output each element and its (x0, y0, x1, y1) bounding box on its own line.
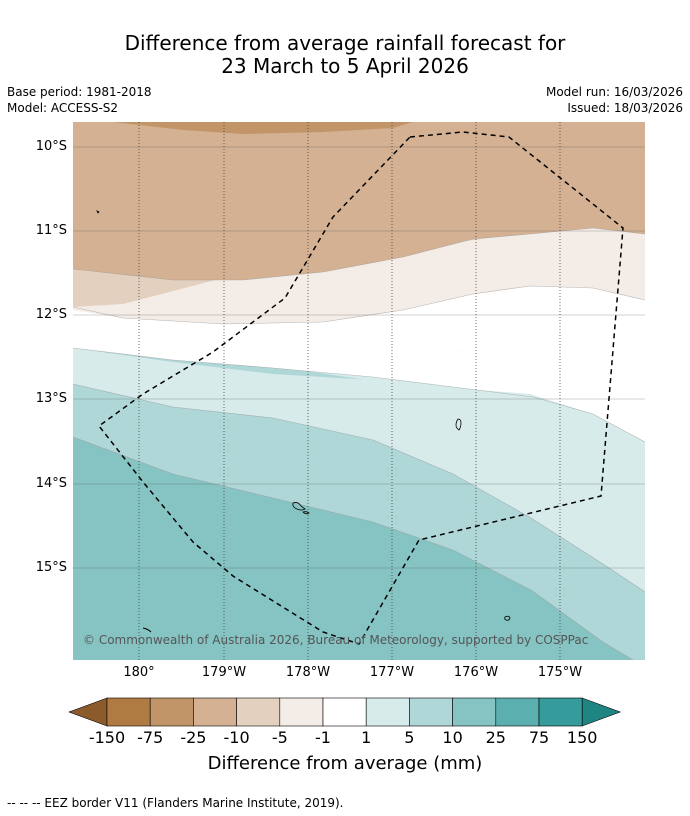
colorbar-tick-label: 25 (485, 728, 506, 747)
lon-label-176w: 176°W (453, 665, 499, 680)
colorbar-segment (365, 697, 410, 727)
band-brown (113, 122, 413, 134)
lat-gridlines (73, 146, 645, 569)
colorbar-tick-label: 75 (528, 728, 550, 747)
eez-legend-footer: -- -- -- EEZ border V11 (Flanders Marine… (7, 796, 344, 810)
colorbar-tick-label: -150 (88, 728, 126, 747)
issued-date: Issued: 18/03/2026 (567, 101, 683, 115)
title-line-1: Difference from average rainfall forecas… (124, 31, 566, 55)
colorbar-tick-label: -75 (137, 728, 164, 747)
island-west (142, 627, 152, 633)
band-tan (73, 122, 645, 280)
lat-label-15s: 15°S (35, 560, 67, 575)
colorbar-tick-label: 5 (404, 728, 415, 747)
colorbar-segment (538, 697, 583, 727)
colorbar-segment (279, 697, 324, 727)
model-name: Model: ACCESS-S2 (7, 101, 119, 115)
island-swains (96, 210, 100, 214)
band-white (73, 348, 645, 442)
model-run: Model run: 16/03/2026 (545, 85, 683, 99)
colorbar-segment (193, 697, 237, 727)
lon-label-178w: 178°W (285, 665, 331, 680)
colorbar-title: Difference from average (mm) (207, 753, 483, 774)
colorbar-segment (149, 697, 194, 727)
island-wallis (292, 502, 306, 511)
lon-label-177w: 177°W (369, 665, 415, 680)
lon-label-175w: 175°W (537, 665, 583, 680)
band-teal-lightest (73, 348, 645, 592)
colorbar-segment (409, 697, 453, 727)
colorbar-segment (322, 697, 367, 727)
rainfall-map (73, 122, 645, 660)
colorbar-tick-label: 1 (361, 728, 372, 747)
lat-label-12s: 12°S (35, 307, 67, 322)
colorbar-arrow-low (68, 697, 108, 727)
colorbar-tick-label: 150 (566, 728, 598, 747)
colorbar-tick-label: 10 (442, 728, 463, 747)
title-line-2: 23 March to 5 April 2026 (221, 54, 469, 78)
island-futuna (302, 511, 310, 515)
colorbar-segment (495, 697, 540, 727)
lat-label-11s: 11°S (35, 223, 67, 238)
lon-label-180: 180° (123, 665, 155, 680)
contour-lines (73, 227, 645, 660)
colorbar (68, 697, 622, 727)
band-teal-mid (73, 437, 633, 660)
lat-label-10s: 10°S (35, 139, 67, 154)
colorbar-segment (452, 697, 497, 727)
colorbar-arrow-high (581, 697, 622, 727)
copyright-notice: © Commonwealth of Australia 2026, Bureau… (83, 633, 589, 647)
eez-border (97, 131, 624, 645)
lat-label-13s: 13°S (35, 391, 67, 406)
lon-label-179w: 179°W (201, 665, 247, 680)
base-period: Base period: 1981-2018 (7, 85, 152, 99)
colorbar-tick-label: -10 (223, 728, 250, 747)
colorbar-segment (106, 697, 151, 727)
colorbar-tick-label: -1 (315, 728, 331, 747)
colorbar-tick-label: -25 (180, 728, 207, 747)
colorbar-segment (236, 697, 281, 727)
island-nukunonu (455, 418, 462, 431)
island-niuafoou (504, 615, 511, 621)
colorbar-tick-label: -5 (271, 728, 288, 747)
lat-label-14s: 14°S (35, 476, 67, 491)
